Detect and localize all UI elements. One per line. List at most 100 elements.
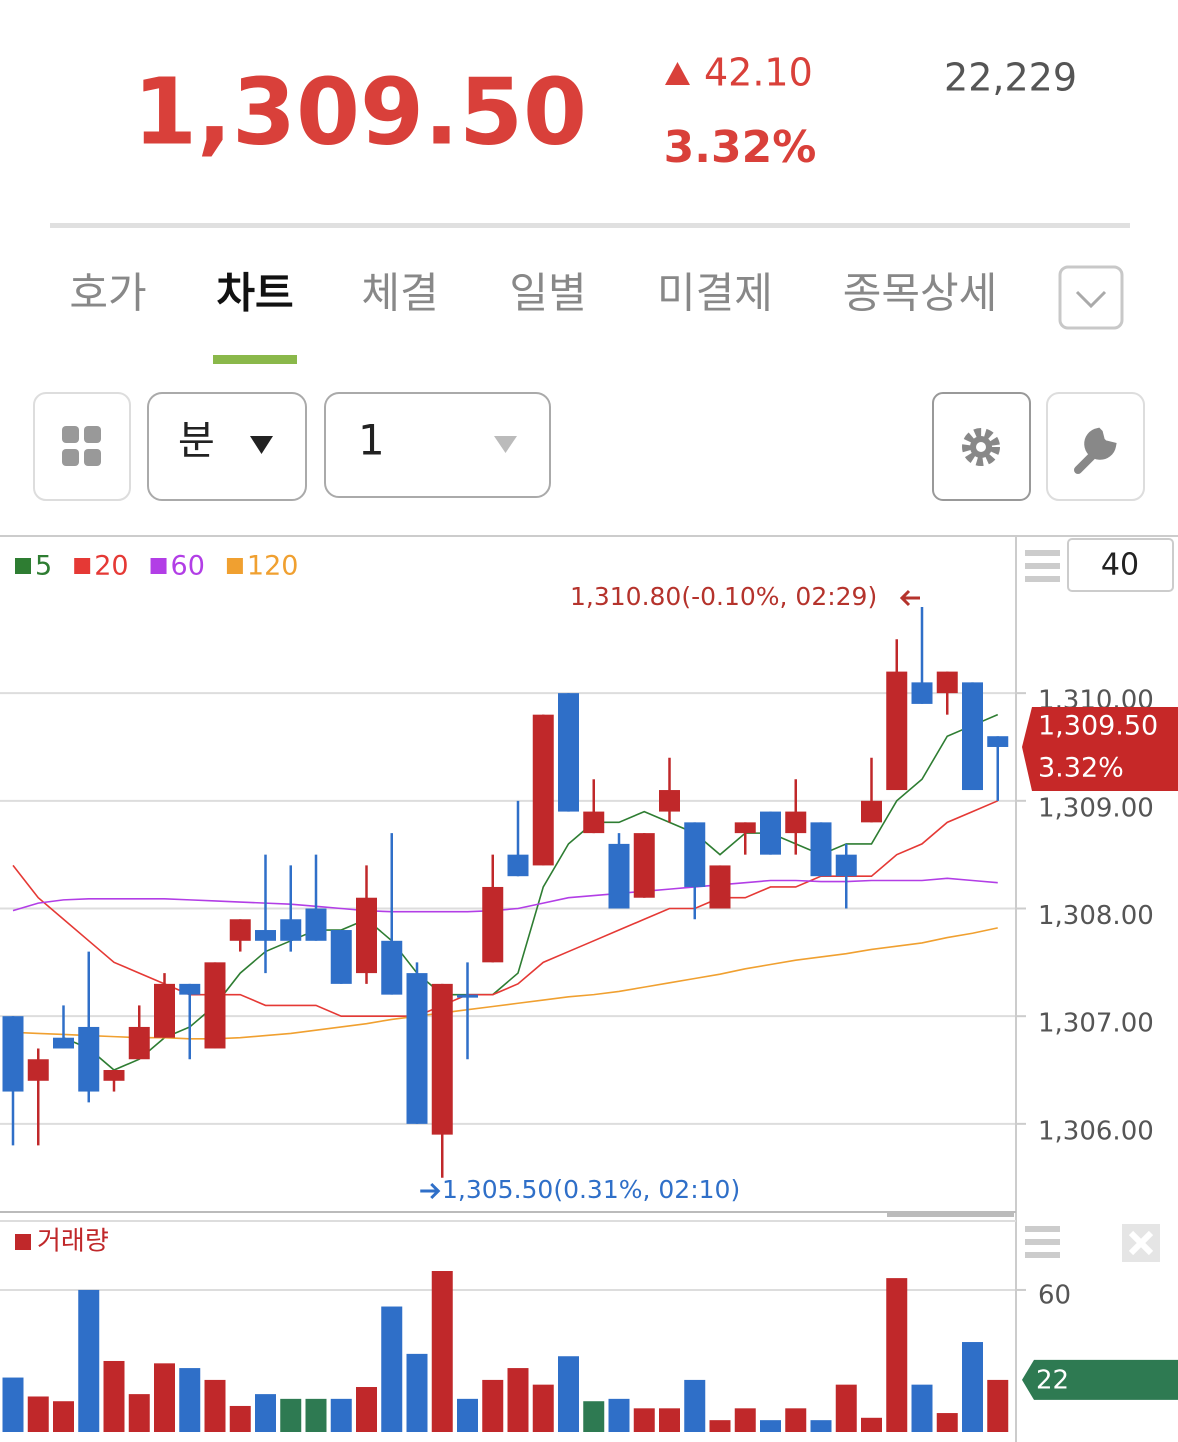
- y-tick-label: 1,308.00: [1038, 901, 1154, 931]
- volume-bar: [734, 1408, 756, 1432]
- volume-bar: [886, 1278, 908, 1432]
- tab[interactable]: 차트: [216, 269, 293, 318]
- period-label: 분: [178, 418, 215, 464]
- moving-average-line: [12, 877, 998, 913]
- gear-icon: [962, 428, 1000, 466]
- volume-bar: [431, 1271, 453, 1432]
- legend-swatch: [74, 558, 91, 574]
- candle-body: [330, 930, 352, 984]
- candle-body: [27, 1059, 49, 1081]
- y-tick-label: 1,307.00: [1038, 1009, 1154, 1039]
- volume-bar: [659, 1408, 680, 1432]
- volume-bar: [280, 1398, 302, 1432]
- volume-bar: [810, 1420, 832, 1432]
- candle-body: [911, 682, 933, 704]
- candle-count-input[interactable]: [1067, 538, 1174, 592]
- trade-volume: 22,229: [944, 56, 1077, 100]
- candle-body: [2, 1016, 24, 1092]
- tab[interactable]: 종목상세: [843, 269, 998, 318]
- candle-count: 40: [1101, 548, 1139, 583]
- volume-tick-label: 60: [1038, 1280, 1071, 1310]
- candle-body: [835, 854, 857, 877]
- legend-label: 60: [171, 551, 205, 582]
- volume-bar: [27, 1396, 49, 1432]
- active-tab-underline: [213, 355, 297, 364]
- volume-bar: [911, 1384, 933, 1432]
- candle-body: [558, 693, 579, 812]
- grid-icon: [62, 426, 79, 443]
- volume-bar: [229, 1405, 251, 1432]
- last-price: 1,309.50: [1038, 710, 1158, 741]
- tab[interactable]: 호가: [69, 269, 146, 318]
- last-price-marker: [1022, 706, 1178, 791]
- candle-body: [128, 1026, 150, 1060]
- volume-bar: [760, 1420, 781, 1432]
- candle-body: [987, 736, 1009, 747]
- candle-body: [659, 790, 680, 812]
- tab-more-button[interactable]: [1058, 265, 1124, 330]
- volume-bar: [507, 1368, 529, 1432]
- volume-bar: [532, 1384, 554, 1432]
- legend-swatch: [15, 558, 31, 574]
- candle-body: [608, 843, 630, 909]
- wrench-icon: [1074, 427, 1117, 474]
- grid-icon: [84, 426, 101, 443]
- high-annotation: 1,310.80(-0.10%, 02:29): [570, 582, 877, 611]
- candle-body: [507, 854, 529, 877]
- close-icon: [1128, 1230, 1154, 1256]
- current-price: 1,309.50: [133, 58, 587, 165]
- interval-select[interactable]: [324, 392, 551, 498]
- volume-bar: [785, 1408, 807, 1432]
- y-tick-label: 1,309.00: [1038, 793, 1154, 823]
- last-volume: 22: [1036, 1365, 1069, 1395]
- period-select[interactable]: [147, 392, 307, 501]
- layout-button[interactable]: [33, 392, 131, 501]
- dropdown-arrow: [250, 436, 273, 454]
- candle-body: [229, 919, 251, 941]
- tab[interactable]: 미결제: [657, 269, 773, 318]
- volume-bar: [936, 1413, 958, 1432]
- volume-bar: [78, 1289, 100, 1432]
- candle-body: [154, 983, 175, 1038]
- candle-body: [936, 671, 958, 694]
- grid-icon: [84, 449, 101, 466]
- candle-body: [255, 930, 276, 941]
- legend-swatch: [226, 558, 243, 574]
- candle-body: [810, 822, 832, 877]
- scrollbar: [887, 1212, 1014, 1217]
- price-plot: [0, 606, 1015, 1178]
- candle-body: [381, 940, 403, 995]
- volume-bar: [356, 1387, 377, 1432]
- candle-body: [785, 811, 807, 834]
- volume-bar: [255, 1394, 276, 1432]
- volume-bar: [987, 1379, 1009, 1432]
- volume-bar: [154, 1363, 175, 1432]
- candle-body: [861, 800, 882, 823]
- legend-label: 5: [35, 551, 52, 582]
- candle-body: [886, 671, 908, 791]
- y-tick-label: 1,306.00: [1038, 1116, 1154, 1146]
- tab[interactable]: 일별: [509, 269, 586, 318]
- dropdown-arrow: [494, 436, 517, 453]
- volume-bar: [633, 1408, 655, 1432]
- candle-body: [482, 886, 504, 963]
- volume-bar: [457, 1398, 478, 1432]
- grid-icon: [62, 449, 79, 466]
- divider: [50, 223, 1130, 228]
- volume-bar: [305, 1398, 327, 1432]
- moving-average-line: [12, 927, 998, 1040]
- volume-bar: [128, 1394, 150, 1432]
- candle-body: [760, 811, 781, 855]
- legend-swatch: [15, 1234, 31, 1250]
- volume-bar: [406, 1353, 428, 1432]
- candle-body: [583, 811, 605, 834]
- volume-bar: [2, 1377, 24, 1432]
- volume-bar: [684, 1379, 706, 1432]
- tab[interactable]: 체결: [361, 269, 438, 318]
- volume-bar: [482, 1379, 504, 1432]
- moving-average-line: [12, 800, 999, 1017]
- candle-body: [709, 865, 731, 909]
- candle-body: [179, 983, 201, 995]
- low-annotation: 1,305.50(0.31%, 02:10): [442, 1175, 740, 1204]
